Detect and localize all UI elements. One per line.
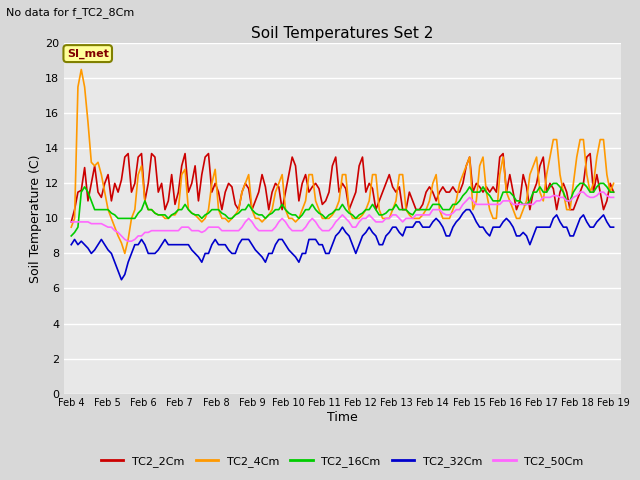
TC2_16Cm: [610, 189, 618, 195]
Legend: TC2_2Cm, TC2_4Cm, TC2_16Cm, TC2_32Cm, TC2_50Cm: TC2_2Cm, TC2_4Cm, TC2_16Cm, TC2_32Cm, TC…: [97, 452, 588, 471]
TC2_50Cm: [67, 219, 75, 225]
TC2_50Cm: [466, 194, 474, 200]
TC2_2Cm: [466, 154, 474, 160]
TC2_50Cm: [221, 228, 229, 234]
X-axis label: Time: Time: [327, 411, 358, 424]
TC2_32Cm: [463, 207, 470, 213]
TC2_32Cm: [576, 216, 584, 221]
Title: Soil Temperatures Set 2: Soil Temperatures Set 2: [252, 25, 433, 41]
TC2_32Cm: [221, 242, 229, 248]
TC2_4Cm: [499, 154, 507, 160]
TC2_16Cm: [606, 189, 614, 195]
TC2_50Cm: [124, 238, 132, 244]
TC2_4Cm: [67, 224, 75, 230]
TC2_4Cm: [540, 198, 547, 204]
TC2_4Cm: [319, 216, 326, 221]
TC2_32Cm: [67, 242, 75, 248]
TC2_50Cm: [576, 189, 584, 195]
TC2_2Cm: [606, 180, 614, 186]
TC2_4Cm: [576, 137, 584, 143]
TC2_32Cm: [499, 219, 507, 225]
TC2_50Cm: [315, 224, 323, 230]
TC2_16Cm: [218, 210, 226, 216]
TC2_4Cm: [610, 180, 618, 186]
TC2_2Cm: [573, 198, 580, 204]
TC2_4Cm: [469, 207, 477, 213]
TC2_32Cm: [469, 212, 477, 218]
TC2_32Cm: [118, 277, 125, 283]
TC2_50Cm: [610, 194, 618, 200]
TC2_2Cm: [67, 219, 75, 225]
TC2_2Cm: [536, 163, 544, 168]
Line: TC2_2Cm: TC2_2Cm: [71, 154, 614, 222]
TC2_16Cm: [532, 189, 540, 195]
TC2_32Cm: [610, 224, 618, 230]
Line: TC2_4Cm: TC2_4Cm: [71, 70, 614, 253]
TC2_2Cm: [610, 189, 618, 195]
TC2_50Cm: [536, 198, 544, 204]
TC2_16Cm: [493, 198, 500, 204]
TC2_50Cm: [573, 193, 580, 199]
TC2_32Cm: [540, 224, 547, 230]
TC2_4Cm: [225, 219, 232, 225]
Y-axis label: Soil Temperature (C): Soil Temperature (C): [29, 154, 42, 283]
TC2_16Cm: [463, 189, 470, 195]
Line: TC2_16Cm: TC2_16Cm: [71, 183, 614, 236]
Line: TC2_32Cm: TC2_32Cm: [71, 210, 614, 280]
TC2_2Cm: [124, 151, 132, 156]
TC2_4Cm: [77, 67, 85, 72]
Line: TC2_50Cm: TC2_50Cm: [71, 192, 614, 241]
TC2_50Cm: [496, 202, 504, 207]
TC2_2Cm: [496, 154, 504, 160]
TC2_4Cm: [121, 251, 129, 256]
Text: SI_met: SI_met: [67, 48, 109, 59]
TC2_32Cm: [315, 242, 323, 248]
TC2_16Cm: [573, 184, 580, 190]
Text: No data for f_TC2_8Cm: No data for f_TC2_8Cm: [6, 7, 134, 18]
TC2_16Cm: [550, 180, 557, 186]
TC2_2Cm: [221, 189, 229, 195]
TC2_16Cm: [67, 233, 75, 239]
